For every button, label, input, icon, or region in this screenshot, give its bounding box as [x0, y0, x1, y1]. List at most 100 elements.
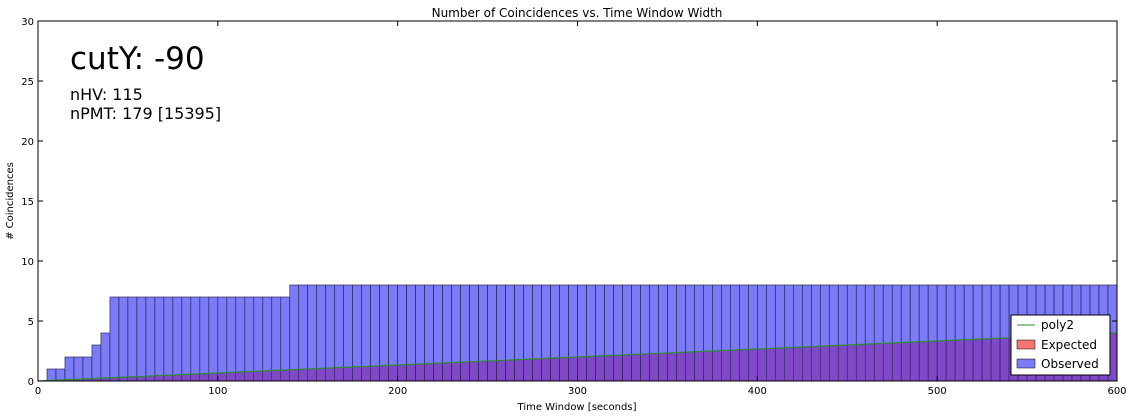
- bar-expected: [496, 360, 506, 382]
- bar-observed: [334, 284, 345, 382]
- bar-expected: [352, 366, 362, 382]
- bar-observed: [172, 296, 183, 382]
- legend-swatch-expected: [1016, 339, 1036, 350]
- bar-observed: [46, 368, 57, 382]
- bar-expected: [595, 355, 605, 382]
- legend-swatch-observed: [1016, 358, 1036, 369]
- bar-expected: [478, 360, 488, 382]
- bar-observed: [271, 296, 282, 382]
- x-tick-label: 100: [208, 386, 227, 397]
- y-tick-label: 15: [21, 197, 34, 208]
- bar-expected: [559, 357, 569, 382]
- bar-expected: [334, 367, 344, 382]
- annotation-nhv: nHV: 115: [70, 85, 143, 104]
- bar-observed: [280, 296, 291, 382]
- bar-expected: [847, 344, 857, 382]
- bar-observed: [109, 296, 120, 382]
- bar-expected: [217, 372, 228, 382]
- bar-expected: [766, 348, 776, 382]
- bar-observed: [217, 296, 228, 382]
- bar-expected: [172, 374, 183, 382]
- bar-expected: [829, 345, 839, 382]
- bar-expected: [883, 342, 893, 382]
- y-axis-label: # Coincidences: [5, 162, 16, 240]
- annotation-npmt: nPMT: 179 [15395]: [70, 104, 221, 123]
- bar-expected: [945, 340, 956, 382]
- bar-observed: [307, 284, 318, 382]
- bar-observed: [199, 296, 210, 382]
- bar-expected: [927, 340, 938, 382]
- bar-expected: [703, 350, 713, 382]
- bar-expected: [838, 344, 848, 382]
- y-tick-label: 10: [21, 257, 34, 268]
- bar-expected: [640, 353, 650, 382]
- bar-expected: [586, 356, 596, 382]
- bar-observed: [253, 296, 264, 382]
- bar-expected: [262, 370, 272, 382]
- bar-observed: [73, 356, 84, 382]
- bar-expected: [892, 342, 902, 382]
- x-tick-label: 0: [35, 386, 41, 397]
- bar-expected: [145, 375, 156, 382]
- bar-expected: [775, 347, 785, 382]
- bar-expected: [208, 372, 219, 382]
- bar-expected: [433, 362, 443, 382]
- bar-expected: [307, 368, 317, 382]
- bar-observed: [100, 332, 111, 382]
- bar-observed: [127, 296, 138, 382]
- bar-expected: [954, 339, 965, 382]
- x-tick-label: 200: [388, 386, 407, 397]
- bar-observed: [298, 284, 309, 382]
- bar-expected: [442, 362, 452, 382]
- bar-expected: [406, 364, 416, 382]
- bar-expected: [667, 352, 677, 382]
- bar-expected: [226, 372, 237, 382]
- bar-expected: [981, 338, 992, 382]
- bar-expected: [514, 359, 524, 382]
- bar-observed: [325, 284, 336, 382]
- bar-observed: [181, 296, 192, 382]
- bar-observed: [244, 296, 255, 382]
- x-tick-label: 600: [1107, 386, 1126, 397]
- bar-expected: [963, 339, 974, 382]
- bar-expected: [361, 366, 371, 382]
- bar-expected: [532, 358, 542, 382]
- x-tick-label: 400: [748, 386, 767, 397]
- chart-title: Number of Coincidences vs. Time Window W…: [432, 6, 723, 20]
- bar-expected: [631, 354, 641, 382]
- bar-expected: [784, 347, 794, 382]
- bar-observed: [190, 296, 201, 382]
- x-axis-label: Time Window [seconds]: [517, 402, 637, 413]
- bar-expected: [685, 351, 695, 382]
- bar-expected: [316, 368, 326, 382]
- y-tick-label: 30: [21, 17, 34, 28]
- bar-expected: [874, 343, 884, 382]
- legend-label-poly2: poly2: [1041, 318, 1074, 332]
- bar-observed: [118, 296, 129, 382]
- bar-expected: [181, 374, 192, 382]
- bar-expected: [793, 346, 803, 382]
- y-tick-label: 25: [21, 77, 34, 88]
- bar-expected: [649, 353, 659, 382]
- x-tick-label: 500: [928, 386, 947, 397]
- fit-layer: [37, 332, 1118, 382]
- bar-expected: [541, 358, 551, 382]
- bar-expected: [523, 358, 533, 382]
- bar-expected: [936, 340, 947, 382]
- bar-expected: [820, 345, 830, 382]
- bar-expected: [990, 338, 1001, 382]
- bar-expected: [811, 346, 821, 382]
- bar-expected: [694, 351, 704, 382]
- bar-expected: [235, 371, 246, 382]
- bar-expected: [676, 352, 686, 382]
- bar-expected: [622, 354, 632, 382]
- y-tick-label: 5: [28, 317, 34, 328]
- bars-layer: [46, 284, 1118, 382]
- bar-expected: [757, 348, 767, 382]
- poly2-line: [37, 332, 1118, 382]
- bar-expected: [972, 338, 983, 382]
- bar-expected: [343, 366, 353, 382]
- bar-expected: [289, 369, 299, 382]
- bar-expected: [658, 352, 668, 382]
